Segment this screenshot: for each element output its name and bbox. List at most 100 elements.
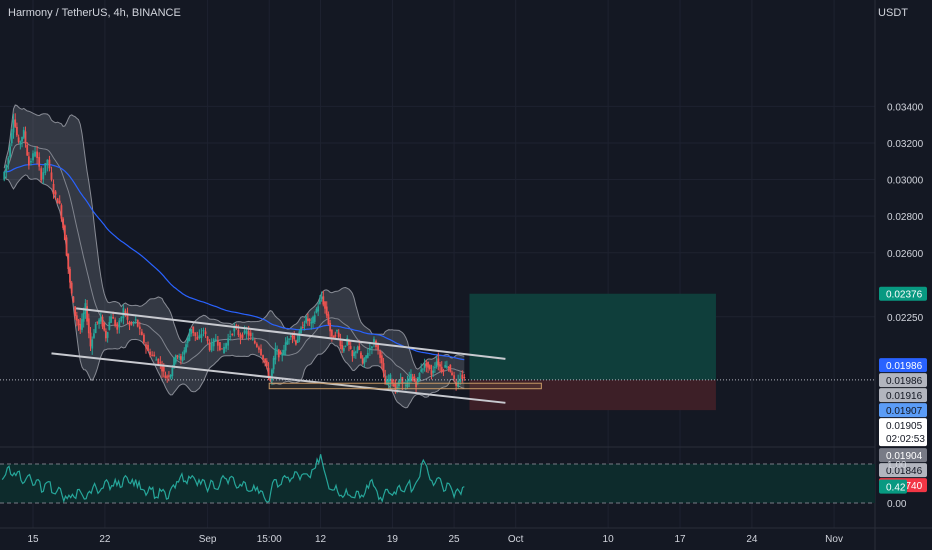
candle-body (196, 336, 199, 340)
candle-body (16, 126, 18, 136)
candle-body (276, 350, 278, 352)
time-tick-label: 24 (746, 534, 758, 545)
candle-body (334, 334, 337, 337)
candle-body (329, 322, 332, 332)
candle-body (96, 321, 99, 323)
candle-body (72, 296, 75, 303)
candle-body (169, 374, 172, 378)
symbol-title[interactable]: Harmony / TetherUS, 4h, BINANCE (8, 7, 181, 19)
candle-body (79, 323, 82, 330)
candle-body (185, 344, 187, 352)
candle-body (89, 332, 92, 347)
candle-body (271, 369, 273, 381)
candle-body (312, 316, 314, 324)
bollinger-upper-line (3, 104, 465, 370)
candle-body (288, 338, 290, 340)
candle-body (315, 309, 318, 313)
candle-body (42, 172, 45, 180)
candle-body (336, 330, 338, 332)
candle-body (353, 352, 356, 357)
price-label-text: 0.01986 (886, 376, 923, 387)
time-tick-label: 25 (449, 534, 461, 545)
candle-body (60, 205, 63, 219)
candle-body (44, 163, 47, 173)
candle-body (306, 318, 309, 321)
candle-body (118, 320, 121, 328)
candle-body (320, 296, 323, 299)
candle-body (442, 369, 445, 371)
candle-body (179, 356, 182, 360)
candle-body (260, 348, 262, 355)
candle-body (247, 331, 250, 336)
candle-body (377, 343, 379, 350)
candle-body (153, 354, 156, 357)
price-label-badge (879, 418, 927, 447)
candle-body (212, 339, 215, 347)
channel-lines[interactable] (0, 307, 875, 404)
moving-average-line (4, 163, 465, 361)
candle-body (422, 368, 424, 370)
candle-body (286, 340, 289, 345)
price-tick-label: 0.03000 (887, 176, 924, 187)
candle-body (231, 333, 234, 335)
candle-body (337, 332, 340, 337)
candle-body (27, 156, 30, 166)
candle-body (164, 375, 167, 379)
candle-body (70, 282, 73, 294)
candle-body (264, 358, 267, 363)
candle-body (410, 374, 412, 382)
price-axis[interactable]: 0.03400 0.03200 0.03000 0.02800 0.02600 0.022… (879, 102, 927, 510)
candle-body (368, 347, 371, 351)
time-tick-label: 15:00 (257, 534, 282, 545)
candle-body (225, 343, 227, 349)
candle-body (239, 334, 242, 339)
candle-body (253, 340, 256, 344)
candle-body (173, 357, 175, 367)
time-axis[interactable]: 15 22 Sep 15:00 12 19 25 Oct 10 17 24 Nov (27, 534, 843, 545)
candle-body (396, 387, 399, 389)
candle-body (308, 318, 311, 322)
candle-body (451, 372, 453, 376)
candle-body (420, 369, 423, 372)
candle-body (99, 316, 102, 322)
candle-body (202, 330, 205, 332)
candle-body (241, 334, 244, 338)
candle-body (105, 330, 107, 339)
price-label-text: 0.01846 (886, 466, 923, 477)
candle-body (432, 370, 435, 373)
candle-body (284, 342, 287, 351)
candle-body (386, 379, 388, 385)
candle-body (233, 326, 236, 332)
candle-body (366, 352, 369, 358)
candle-body (132, 321, 135, 324)
candle-body (9, 146, 11, 157)
price-tick-label: 0.03200 (887, 139, 924, 150)
candle-body (214, 339, 217, 342)
time-tick-label: Nov (825, 534, 843, 545)
time-tick-label: Oct (508, 534, 524, 545)
candle-body (194, 332, 197, 337)
candle-body (404, 384, 407, 386)
candle-body (351, 350, 354, 357)
rsi-pane (0, 454, 875, 504)
candle-body (447, 367, 450, 369)
currency-label[interactable]: USDT (878, 7, 908, 19)
candle-body (48, 159, 51, 169)
price-tick-label: 0.02250 (887, 313, 924, 324)
target-zone (469, 293, 716, 380)
candle-body (134, 319, 137, 321)
price-label-badge (879, 448, 927, 463)
candle-body (221, 348, 223, 350)
candle-body (449, 364, 452, 372)
candle-body (344, 345, 347, 347)
candle-body (427, 361, 429, 368)
time-tick-label: Sep (199, 534, 217, 545)
candle-body (176, 355, 179, 357)
candle-body (84, 303, 87, 314)
candle-body (161, 366, 163, 372)
candle-body (136, 319, 139, 327)
candle-body (36, 151, 39, 158)
bollinger-bands (3, 104, 465, 409)
